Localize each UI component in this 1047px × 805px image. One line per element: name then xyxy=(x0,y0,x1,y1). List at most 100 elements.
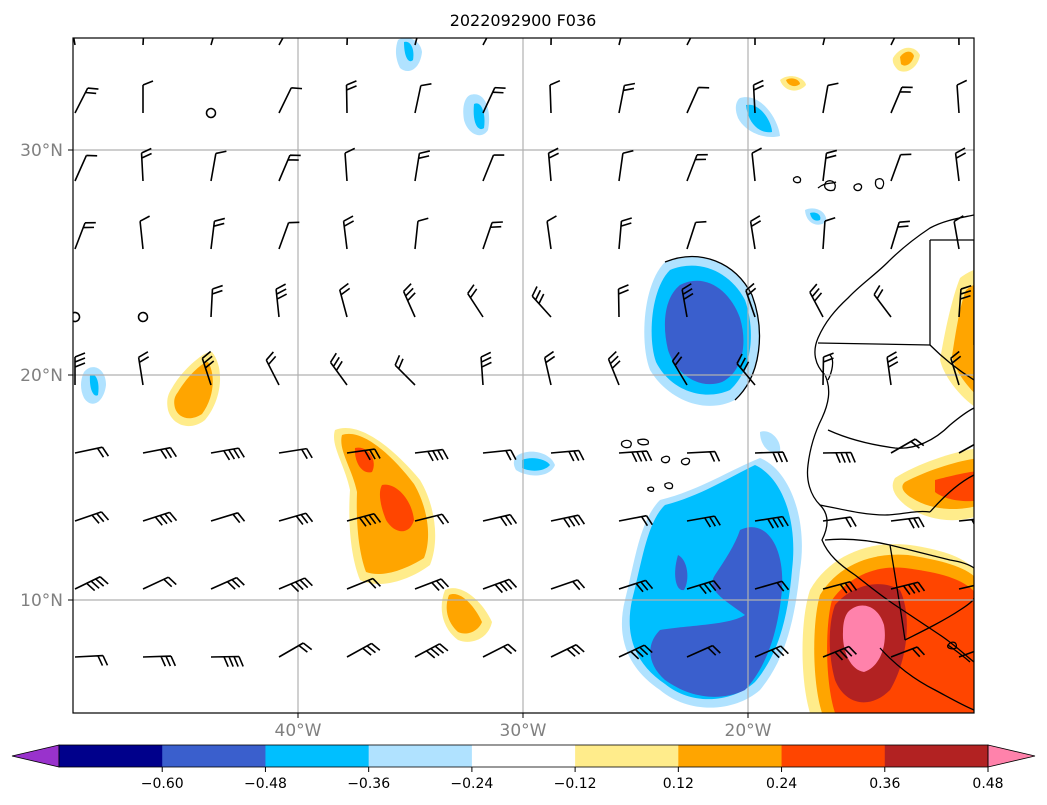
wind-barb xyxy=(549,79,561,114)
colorbar-tick-label: 0.12 xyxy=(663,776,694,792)
contour-negative-small xyxy=(81,38,827,476)
wind-barb xyxy=(210,576,245,590)
wind-barb xyxy=(543,350,556,386)
wind-barb xyxy=(618,514,653,527)
wind-barb xyxy=(958,285,972,318)
colorbar-tick-label: −0.36 xyxy=(347,776,390,792)
wind-barb xyxy=(344,147,356,182)
colorbar-tick-label: 0.24 xyxy=(766,776,797,792)
wind-barb xyxy=(329,352,348,386)
wind-barb xyxy=(546,215,557,250)
wind-barb xyxy=(278,87,303,114)
wind-barb xyxy=(346,448,381,461)
wind-barb xyxy=(210,655,244,668)
colorbar: −0.60 −0.48 −0.36 −0.24 −0.12 0.12 0.24 0.36 0.4… xyxy=(11,744,1036,792)
wind-barb xyxy=(822,516,857,528)
wind-barb xyxy=(950,350,962,386)
colorbar-tick-label: −0.12 xyxy=(554,776,597,792)
wind-barb xyxy=(482,643,517,658)
wind-barb xyxy=(754,515,789,529)
wind-barb xyxy=(822,82,839,114)
wind-barb xyxy=(338,282,351,318)
wind-barb xyxy=(137,311,149,323)
wind-barb xyxy=(482,38,507,46)
lon-label-20w: 20°W xyxy=(725,721,772,741)
wind-barb xyxy=(210,150,227,182)
wind-barb xyxy=(686,153,708,182)
wind-barb xyxy=(140,147,152,182)
wind-barb xyxy=(278,512,314,526)
wind-barbs xyxy=(73,38,974,668)
colorbar-extend-low xyxy=(11,744,60,768)
coastlines xyxy=(620,176,974,711)
gridlines xyxy=(73,38,974,713)
wind-barb xyxy=(681,283,694,318)
wind-barb xyxy=(346,512,382,527)
wind-barb xyxy=(73,38,80,46)
map-title: 2022092900 F036 xyxy=(450,11,597,30)
wind-barb xyxy=(822,451,856,464)
wind-barb xyxy=(954,147,967,182)
wind-barb xyxy=(618,217,632,250)
wind-barb xyxy=(890,153,912,182)
wind-barb xyxy=(414,513,450,525)
wind-barb xyxy=(394,354,416,386)
wind-barb xyxy=(618,82,636,114)
colorbar-segment xyxy=(59,745,163,767)
wind-barb xyxy=(618,38,637,46)
wind-barb xyxy=(958,517,974,530)
wind-barb xyxy=(686,580,722,595)
wind-barb xyxy=(346,642,381,658)
lat-label-20n: 20°N xyxy=(20,366,63,386)
wind-barb xyxy=(617,284,629,318)
wind-barb xyxy=(142,80,154,113)
wind-barb xyxy=(414,82,432,114)
wind-barb xyxy=(346,577,381,590)
wind-barb xyxy=(74,654,109,666)
wind-barb xyxy=(402,283,416,318)
wind-barb xyxy=(142,446,177,460)
colorbar-extend-high xyxy=(987,744,1036,768)
wind-barb xyxy=(74,511,110,524)
wind-barb xyxy=(550,449,585,462)
wind-barb xyxy=(414,217,429,250)
wind-barb xyxy=(414,578,450,591)
wind-barb xyxy=(142,511,178,526)
wind-barb xyxy=(139,215,150,250)
wind-barb xyxy=(210,284,223,318)
wind-barb xyxy=(550,38,562,46)
wind-barb xyxy=(278,642,313,658)
wind-barb xyxy=(414,150,431,182)
colorbar-tick-label: 0.48 xyxy=(972,776,1003,792)
lon-label-30w: 30°W xyxy=(500,721,547,741)
wind-barb xyxy=(873,285,892,318)
colorbar-frame xyxy=(58,744,989,768)
wind-barb xyxy=(142,576,177,590)
colorbar-segment xyxy=(265,745,370,767)
wind-barb xyxy=(275,283,288,318)
wind-barb xyxy=(342,215,355,250)
wind-barb xyxy=(822,645,857,661)
wind-barb xyxy=(210,38,230,46)
wind-barb xyxy=(671,351,688,386)
wind-barb xyxy=(958,646,974,660)
wind-barb xyxy=(482,221,503,250)
wind-barb xyxy=(822,38,841,46)
wind-barb xyxy=(414,448,449,462)
wind-barb xyxy=(890,646,926,658)
wind-barb xyxy=(754,645,789,659)
wind-barb xyxy=(482,578,518,594)
wind-barb xyxy=(958,581,974,594)
wind-barb xyxy=(74,154,98,182)
lat-label-10n: 10°N xyxy=(20,591,63,611)
wind-barb xyxy=(607,351,621,386)
contour-negative-north xyxy=(644,255,761,406)
wind-barb xyxy=(531,286,552,318)
wind-barb xyxy=(414,38,434,46)
wind-barb xyxy=(686,86,710,114)
wind-barb xyxy=(752,79,764,114)
colorbar-segment xyxy=(471,745,576,767)
wind-barb xyxy=(686,644,721,658)
wind-barb xyxy=(822,580,858,594)
wind-barb xyxy=(890,38,915,46)
